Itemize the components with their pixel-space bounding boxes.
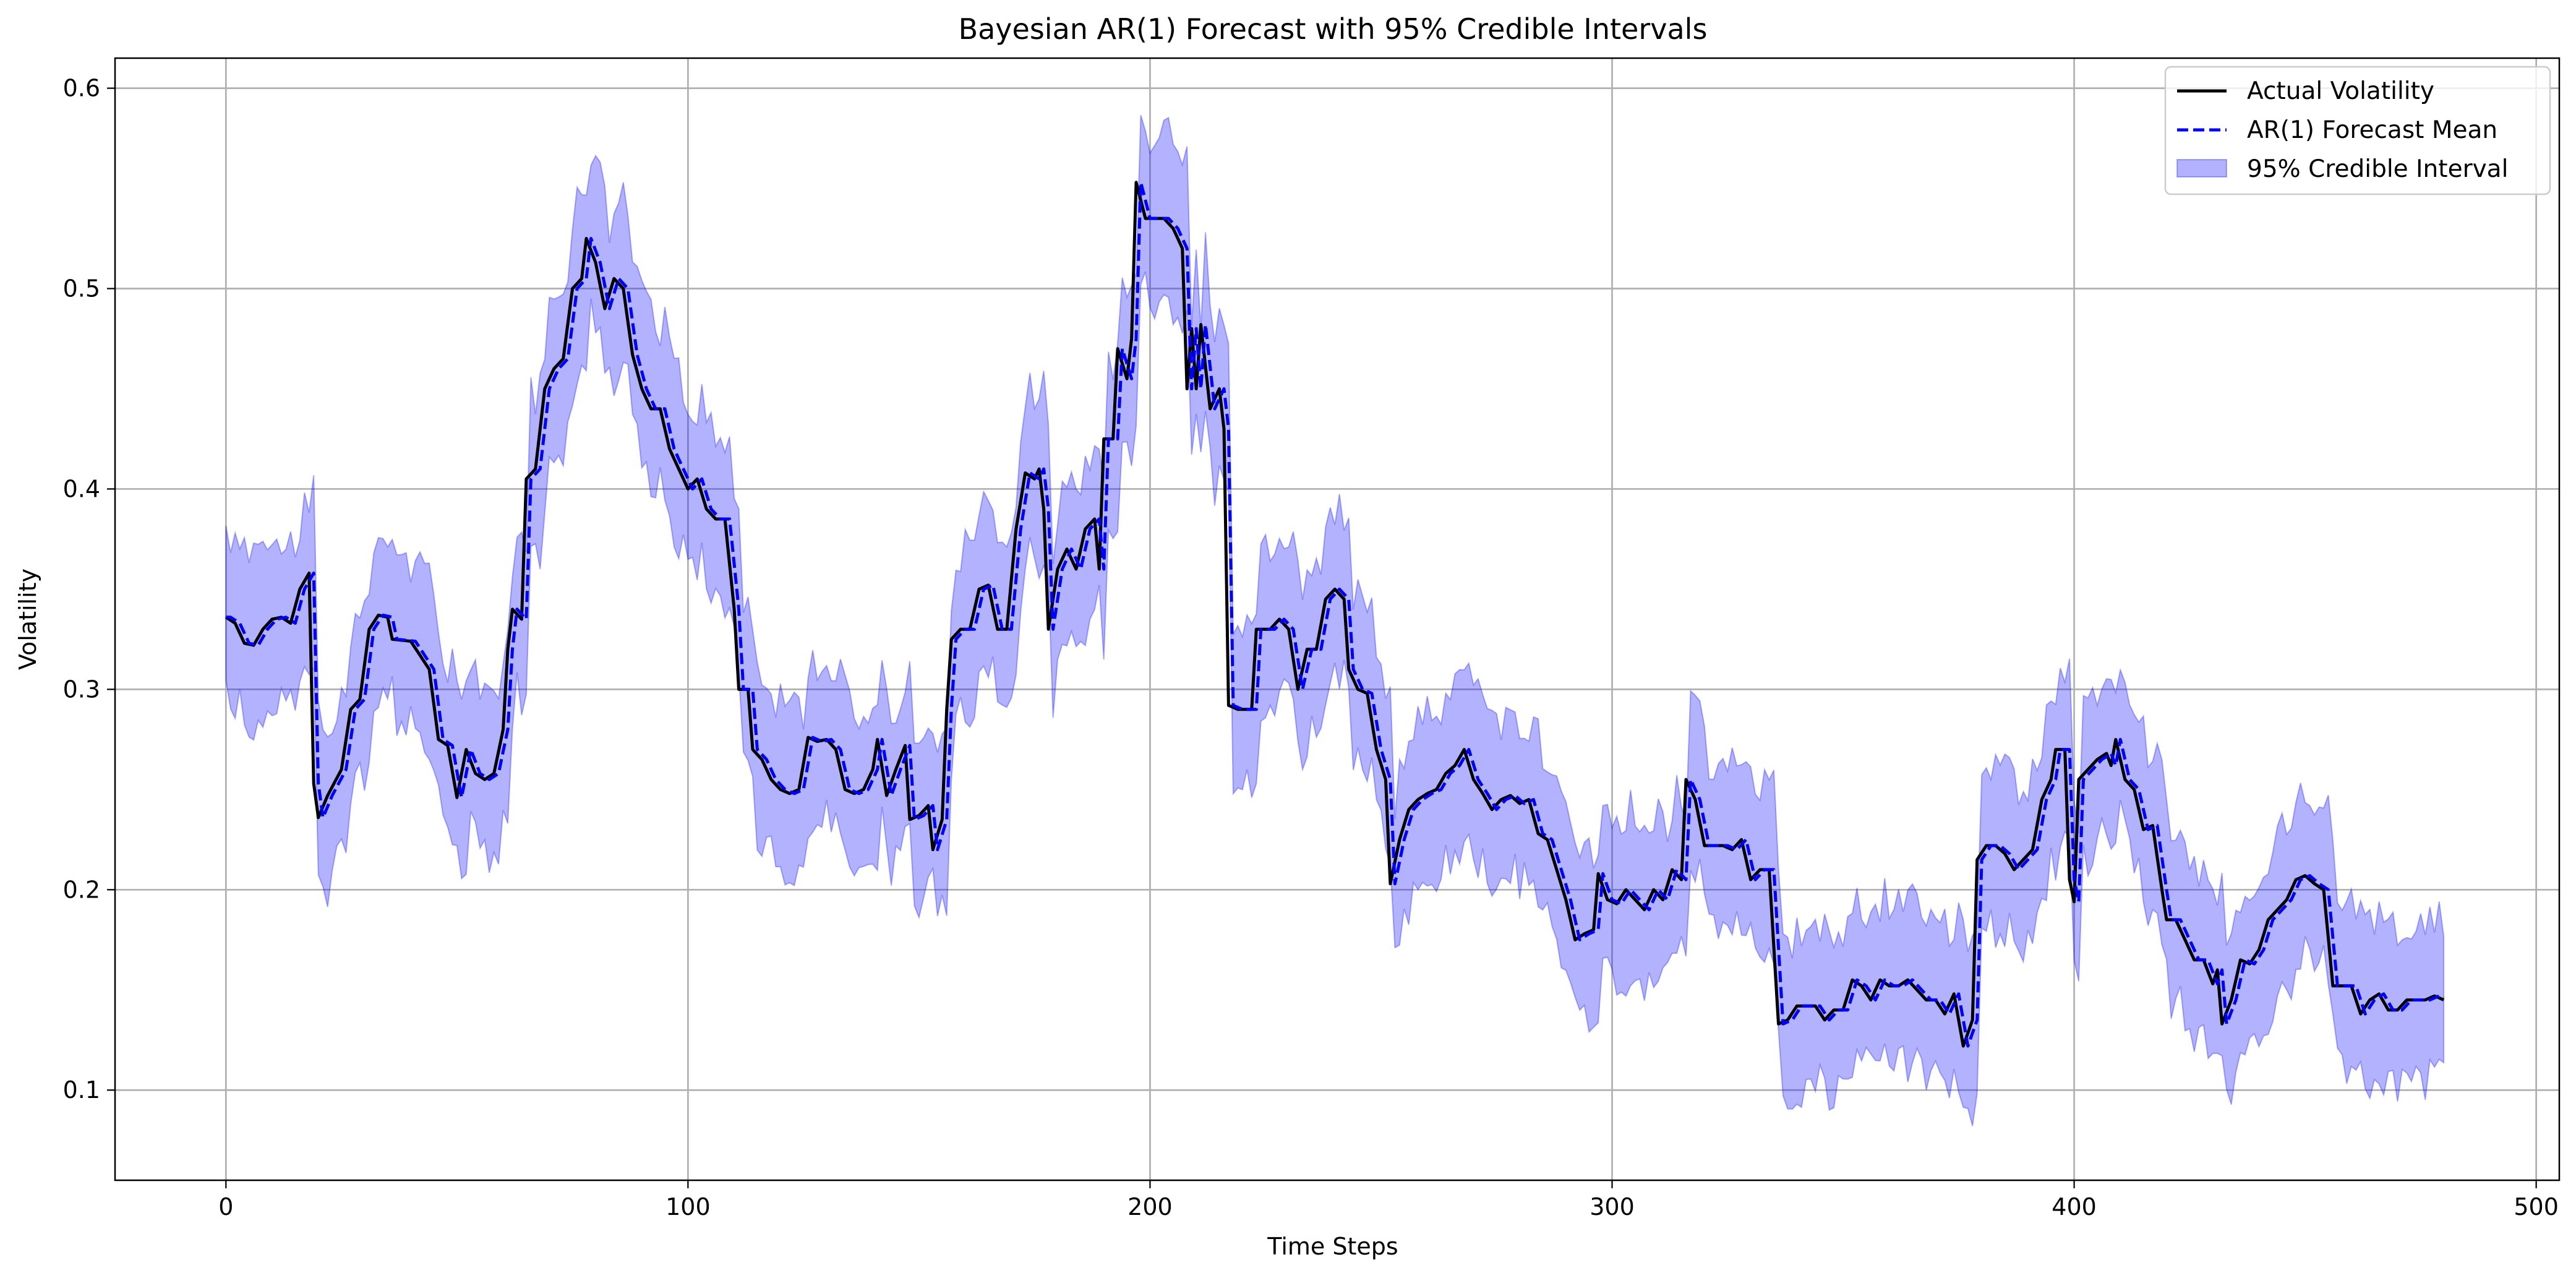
x-tick-label-500: 500 (2514, 1193, 2559, 1220)
legend-label-interval: 95% Credible Interval (2247, 155, 2508, 183)
x-axis-label: Time Steps (1267, 1233, 1398, 1260)
x-tick-label-0: 0 (218, 1193, 233, 1220)
actual-volatility-line (225, 181, 2445, 1048)
y-tick-label-0.6: 0.6 (63, 75, 100, 102)
x-tick-label-100: 100 (665, 1193, 711, 1220)
y-tick-label-0.4: 0.4 (63, 475, 100, 502)
legend-swatch-interval (2176, 159, 2227, 178)
credible-interval-area (225, 114, 2445, 1126)
y-axis-label: Volatility (14, 568, 41, 670)
y-tick-label-0.2: 0.2 (63, 876, 100, 903)
y-tick-label-0.5: 0.5 (63, 275, 100, 302)
y-tick-label-0.3: 0.3 (63, 675, 100, 703)
x-tick-label-300: 300 (1590, 1193, 1635, 1220)
credible-interval-band (225, 114, 2445, 1126)
x-tick-label-200: 200 (1128, 1193, 1173, 1220)
legend-label-actual: Actual Volatility (2247, 77, 2434, 105)
x-tick-label-400: 400 (2052, 1193, 2097, 1220)
plot-area: 0 100 200 300 400 500 0.1 0.2 0.3 0.4 0.5 0.6 (63, 57, 2561, 1220)
plot-frame (114, 57, 2561, 1182)
legend: Actual Volatility AR(1) Forecast Mean 95… (2164, 66, 2551, 195)
actual-volatility-series (225, 181, 2445, 1048)
chart-title: Bayesian AR(1) Forecast with 95% Credibl… (959, 12, 1708, 46)
x-axis-ticks: 0 100 200 300 400 500 (218, 1180, 2559, 1220)
forecast-mean-series (226, 181, 2445, 1048)
y-axis-ticks: 0.1 0.2 0.3 0.4 0.5 0.6 (63, 75, 115, 1104)
y-tick-label-0.1: 0.1 (63, 1076, 100, 1104)
legend-box (2164, 66, 2551, 195)
forecast-mean-line (226, 181, 2445, 1048)
legend-label-forecast: AR(1) Forecast Mean (2247, 116, 2497, 144)
grid-lines (115, 58, 2559, 1180)
